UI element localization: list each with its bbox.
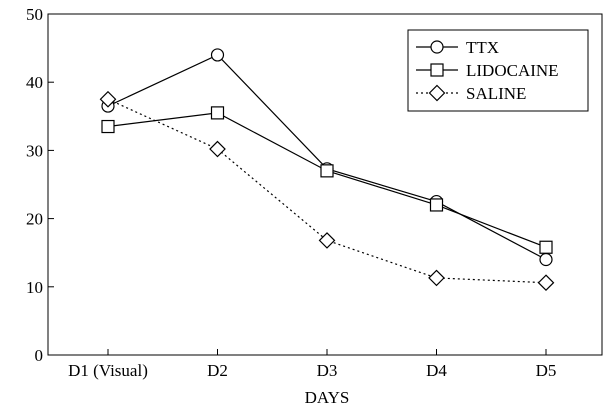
x-tick-label: D1 (Visual) [68,361,148,380]
legend-label-ttx: TTX [466,38,499,57]
series-line-lidocaine [107,112,547,248]
y-tick-label: 50 [26,5,43,24]
y-tick-label: 0 [35,346,44,365]
data-point-lidocaine-square-marker [320,164,334,178]
plot-area [47,13,603,356]
series-line-saline [107,98,547,284]
x-tick-label: D5 [536,361,557,380]
data-point-ttx-circle-marker [539,252,553,267]
y-tick-label: 10 [26,278,43,297]
series-lidocaine [101,106,553,254]
x-tick-label: D4 [426,361,447,380]
y-tick-label: 20 [26,210,43,229]
legend: TTX LIDOCAINE SALINE [407,29,589,112]
data-point-ttx-circle-marker [210,48,225,62]
x-axis-title: DAYS [305,388,350,407]
data-point-saline-diamond-marker [537,274,555,292]
legend-saline-diamond-marker [428,84,446,102]
legend-item-ttx: TTX [416,38,499,57]
data-point-saline-diamond-marker [99,90,117,108]
y-tick-label: 40 [26,73,43,92]
y-axis: 0 10 20 30 40 50 [26,5,54,365]
legend-item-lidocaine: LIDOCAINE [416,61,559,80]
x-tick-label: D2 [207,361,228,380]
data-point-saline-diamond-marker [318,232,336,249]
y-tick-label: 30 [26,141,43,160]
data-point-lidocaine-square-marker [101,119,115,134]
legend-lidocaine-square-marker [430,63,444,77]
legend-label-saline: SALINE [466,84,526,103]
x-axis: D1 (Visual) D2 D3 D4 D5 [68,349,556,380]
data-point-saline-diamond-marker [209,140,226,158]
legend-ttx-circle-marker [430,40,444,54]
data-point-lidocaine-square-marker [210,106,225,120]
series-layer [99,48,555,292]
data-point-lidocaine-square-marker [539,240,553,254]
legend-item-saline: SALINE [416,84,526,103]
data-point-lidocaine-square-marker [429,198,444,212]
series-saline [99,90,555,292]
plot-frame [47,13,603,356]
x-tick-label: D3 [317,361,338,380]
data-point-saline-diamond-marker [428,269,445,287]
legend-label-lidocaine: LIDOCAINE [466,61,559,80]
